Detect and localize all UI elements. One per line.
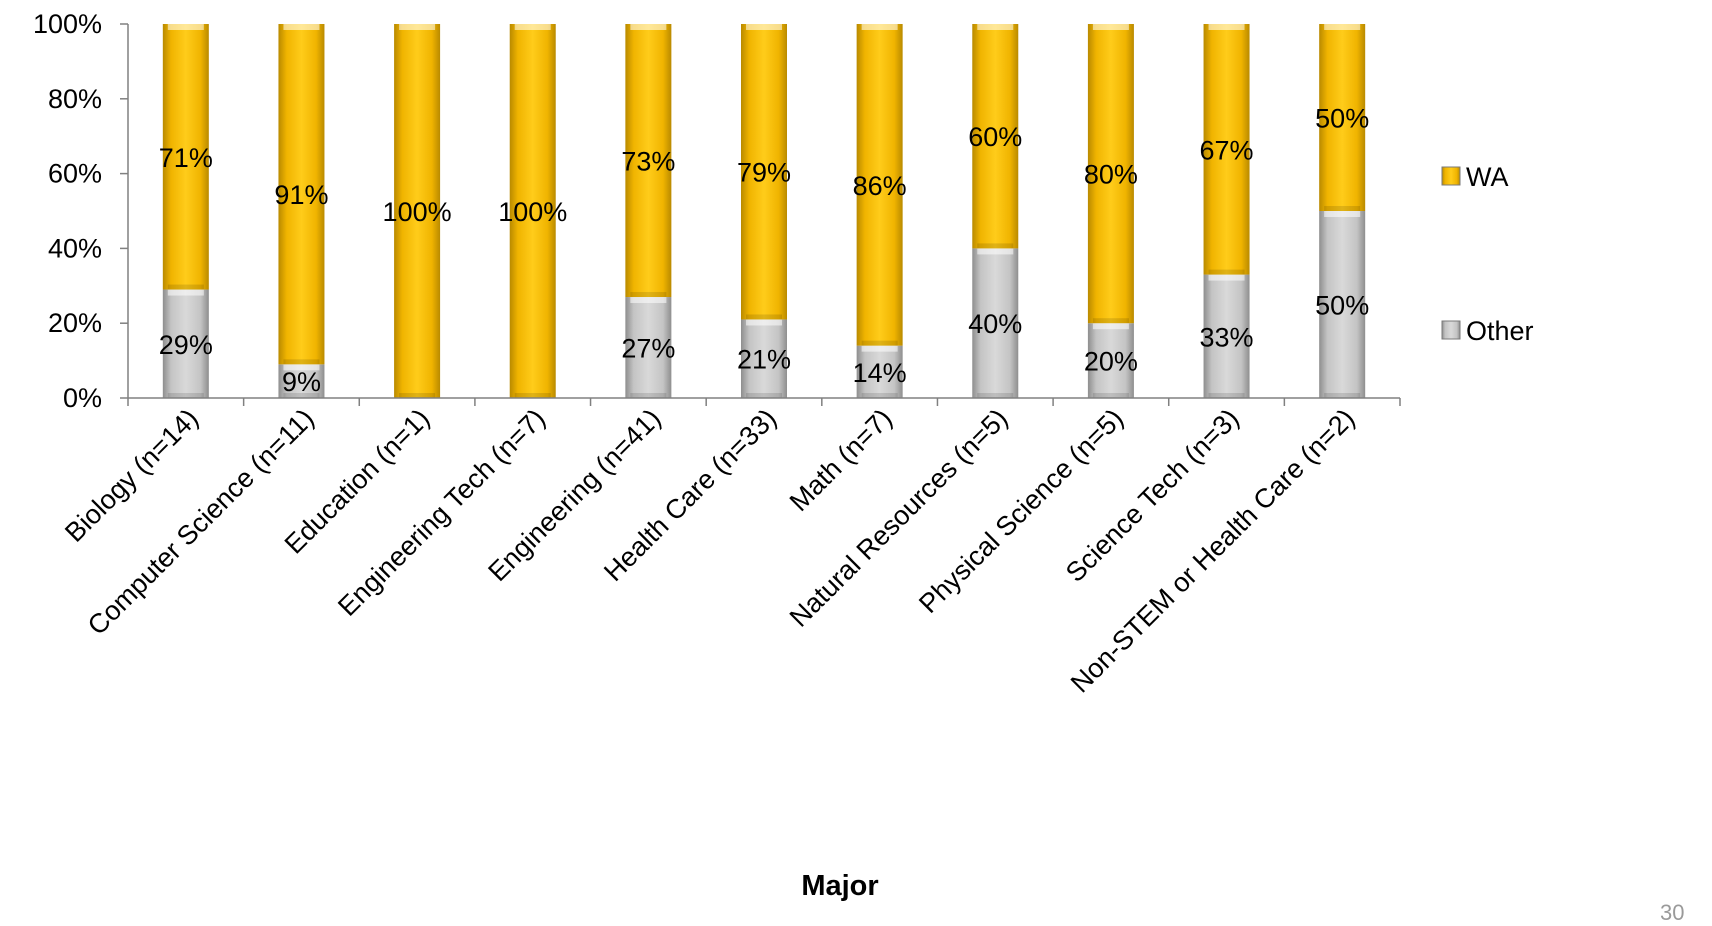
wa-bar-highlight: [167, 24, 204, 30]
other-bar: [1087, 323, 1134, 398]
wa-bar-highlight: [746, 24, 782, 30]
legend-label: Other: [1466, 316, 1534, 346]
wa-bar-shade: [861, 340, 898, 346]
y-tick-label: 40%: [48, 233, 102, 263]
data-label: 20%: [1084, 347, 1138, 377]
wa-bar-shade: [399, 393, 436, 398]
page-number: 30: [1660, 900, 1685, 925]
other-bar-shade: [283, 393, 320, 398]
data-label: 100%: [498, 197, 567, 227]
other-bar: [162, 289, 209, 398]
other-bar-highlight: [861, 345, 898, 352]
other-bar: [741, 319, 787, 398]
data-label: 50%: [1315, 291, 1369, 321]
legend-swatch: [1441, 166, 1461, 186]
wa-bar: [741, 24, 787, 320]
wa-bar: [972, 24, 1019, 249]
other-bar: [856, 345, 903, 398]
y-tick-label: 20%: [48, 308, 102, 338]
other-bar-highlight: [977, 248, 1014, 255]
x-category-label: Engineering Tech (n=7): [332, 403, 551, 622]
other-bar-highlight: [1208, 274, 1245, 281]
data-label: 27%: [621, 334, 675, 364]
other-bar: [972, 248, 1019, 398]
wa-bar: [625, 24, 672, 298]
data-label: 79%: [737, 158, 791, 188]
x-axis-title: Major: [801, 870, 878, 902]
other-bar-highlight: [283, 364, 320, 371]
legend-swatch: [1441, 320, 1461, 340]
data-label: 80%: [1084, 160, 1138, 190]
wa-bar: [278, 24, 325, 365]
wa-bar: [1319, 24, 1366, 211]
y-tick-label: 100%: [33, 9, 102, 39]
wa-bar-highlight: [1092, 24, 1129, 30]
data-label: 9%: [282, 367, 321, 397]
wa-bar-shade: [1208, 269, 1245, 275]
x-category-label: Computer Science (n=11): [82, 403, 320, 641]
wa-bar-highlight: [977, 24, 1014, 30]
data-label: 73%: [621, 147, 675, 177]
wa-bar-shade: [746, 314, 782, 320]
data-label: 29%: [159, 330, 213, 360]
y-tick-label: 80%: [48, 84, 102, 114]
wa-bar-highlight: [514, 24, 551, 30]
wa-bar-highlight: [1324, 24, 1361, 30]
wa-bar-shade: [1324, 206, 1361, 211]
legend-label: WA: [1466, 162, 1509, 192]
wa-bar: [162, 24, 209, 290]
wa-bar-shade: [977, 243, 1014, 249]
other-bar: [625, 297, 672, 398]
legend: WA Other: [1441, 162, 1534, 346]
wa-bar-shade: [514, 393, 551, 398]
data-label: 21%: [737, 345, 791, 375]
other-bar: [1319, 211, 1366, 398]
other-bar-shade: [1324, 393, 1361, 398]
other-bar-highlight: [167, 289, 204, 296]
wa-bar: [1087, 24, 1134, 324]
other-bar-highlight: [1092, 323, 1129, 330]
other-bar-shade: [746, 393, 782, 398]
data-label: 40%: [968, 309, 1022, 339]
other-bar-shade: [977, 393, 1014, 398]
other-bar-highlight: [1324, 211, 1361, 217]
wa-bar-highlight: [630, 24, 667, 30]
data-label: 60%: [968, 122, 1022, 152]
other-bar: [1203, 274, 1250, 398]
wa-bar: [1203, 24, 1250, 275]
data-label: 86%: [853, 171, 907, 201]
wa-bar-highlight: [1208, 24, 1245, 30]
wa-bar-highlight: [283, 24, 320, 30]
wa-bar-shade: [167, 284, 204, 290]
other-bar-shade: [630, 393, 667, 398]
data-label: 50%: [1315, 104, 1369, 134]
other-bar-shade: [1208, 393, 1245, 398]
other-bar-shade: [167, 393, 204, 398]
data-label: 14%: [853, 358, 907, 388]
other-bar-highlight: [630, 297, 667, 304]
data-label: 91%: [274, 180, 328, 210]
y-tick-label: 60%: [48, 159, 102, 189]
data-label: 100%: [383, 197, 452, 227]
other-bar-highlight: [746, 319, 782, 326]
other-bar-shade: [1092, 393, 1129, 398]
wa-bar-highlight: [861, 24, 898, 30]
y-tick-label: 0%: [63, 383, 102, 413]
x-category-label: Math (n=7): [784, 403, 898, 517]
wa-bar: [509, 24, 556, 398]
x-category-label: Natural Resources (n=5): [784, 403, 1014, 633]
other-bar-shade: [861, 393, 898, 398]
wa-bar-highlight: [399, 24, 436, 30]
wa-bar: [856, 24, 903, 346]
data-label: 33%: [1200, 322, 1254, 352]
data-label: 67%: [1200, 135, 1254, 165]
x-category-label: Physical Science (n=5): [913, 403, 1129, 619]
wa-bar: [394, 24, 441, 398]
data-label: 71%: [159, 143, 213, 173]
wa-bar-shade: [283, 359, 320, 365]
wa-bar-shade: [630, 292, 667, 298]
wa-bar-shade: [1092, 318, 1129, 324]
